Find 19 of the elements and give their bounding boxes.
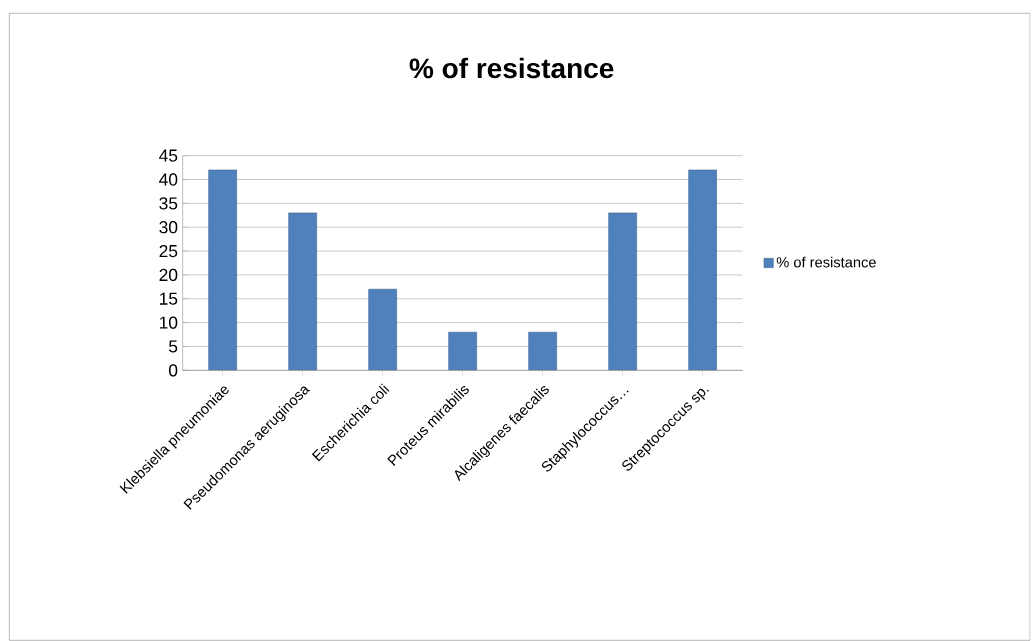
y-tick-label: 15 [160, 292, 178, 305]
y-tick-label: 0 [168, 364, 178, 377]
bar [368, 288, 397, 371]
y-tick-label: 5 [169, 340, 178, 353]
y-tick-label: 10 [160, 316, 178, 329]
y-tick-label: 30 [159, 221, 178, 234]
y-tick-label: 20 [159, 268, 178, 282]
legend-label: % of resistance [776, 256, 876, 268]
y-tick-label: 35 [159, 197, 178, 210]
bar [608, 212, 637, 371]
chart-title: % of resistance [409, 57, 614, 79]
y-tick-label: 45 [159, 149, 178, 162]
bar [208, 169, 237, 371]
bar [528, 331, 557, 371]
bar [288, 212, 317, 371]
y-tick-label: 40 [159, 173, 178, 186]
y-tick-label: 25 [159, 244, 178, 258]
bar [448, 331, 477, 371]
bar [688, 169, 717, 371]
